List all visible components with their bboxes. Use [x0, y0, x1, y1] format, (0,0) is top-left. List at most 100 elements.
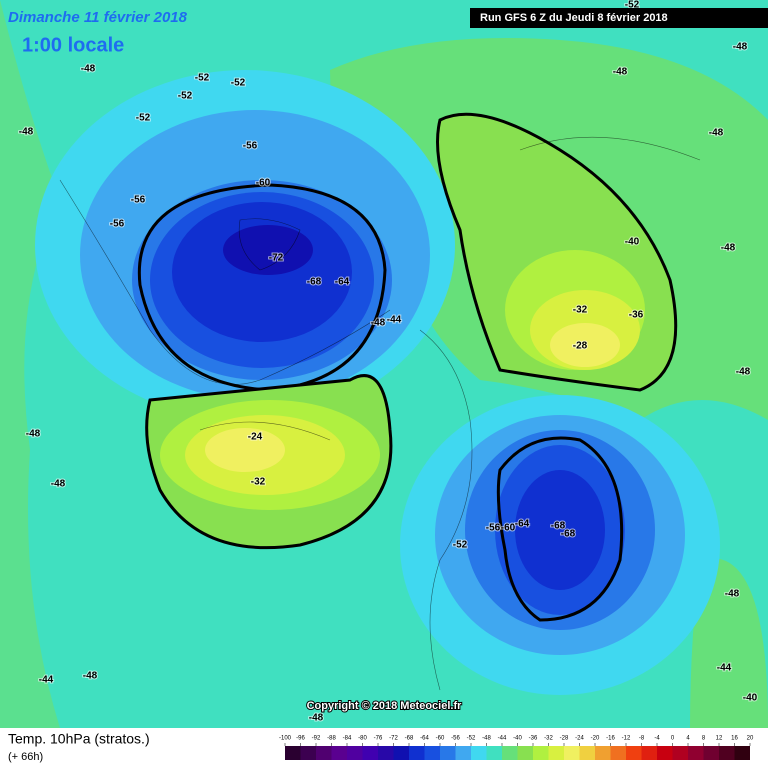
colorbar-swatch: [595, 746, 611, 760]
contour-label: -48: [19, 127, 34, 138]
contour-label: -48: [733, 42, 748, 53]
colorbar-tick-label: -12: [622, 736, 631, 742]
colorbar-tick-label: -84: [343, 736, 352, 742]
colorbar-tick-label: -100: [279, 736, 292, 742]
time: 1:00 locale: [22, 34, 124, 56]
contour-label: -52: [231, 78, 246, 89]
colorbar-tick-label: -48: [482, 736, 491, 742]
colorbar-swatch: [471, 746, 487, 760]
contour-label: -56: [131, 195, 146, 206]
contour-label: -48: [725, 589, 740, 600]
colorbar-tick-label: -44: [498, 736, 507, 742]
contour-label: -48: [709, 128, 724, 139]
colorbar-swatch: [548, 746, 564, 760]
contour-label: -44: [717, 663, 732, 674]
colorbar-swatch: [409, 746, 425, 760]
contour-label: -68: [551, 521, 566, 532]
colorbar-swatch: [719, 746, 735, 760]
contour-label: -36: [629, 310, 644, 321]
contour-label: -64: [515, 519, 530, 530]
contour-label: -60: [501, 523, 516, 534]
colorbar-tick-label: -16: [606, 736, 615, 742]
contour-label: -32: [251, 477, 266, 488]
colorbar-swatch: [440, 746, 456, 760]
colorbar-tick-label: -40: [513, 736, 522, 742]
colorbar-tick-label: 8: [702, 736, 706, 742]
colorbar-swatch: [316, 746, 332, 760]
colorbar-tick-label: -92: [312, 736, 321, 742]
contour-label: -52: [136, 113, 151, 124]
colorbar-swatch: [610, 746, 626, 760]
colorbar-swatch: [517, 746, 533, 760]
colorbar-tick-label: -88: [327, 736, 336, 742]
contour-label: -52: [625, 0, 640, 11]
colorbar-swatch: [734, 746, 750, 760]
colorbar-tick-label: -4: [654, 736, 660, 742]
colorbar: -100 -96 -92 -88 -84 -80 -76 -72 -68 -64 -60 -56 -52…: [279, 736, 754, 760]
colorbar-tick-label: -24: [575, 736, 584, 742]
contour-label: -48: [26, 429, 41, 440]
colorbar-tick-label: 12: [716, 736, 723, 742]
colorbar-swatch: [657, 746, 673, 760]
colorbar-swatch: [331, 746, 347, 760]
contour-label: -48: [309, 713, 324, 724]
colorbar-tick-label: -20: [591, 736, 600, 742]
colorbar-swatch: [424, 746, 440, 760]
colorbar-tick-label: 0: [671, 736, 675, 742]
contour-label: -72: [269, 253, 284, 264]
colorbar-tick-label: 16: [731, 736, 738, 742]
colorbar-swatch: [393, 746, 409, 760]
contour-label: -48: [736, 367, 751, 378]
run: Run GFS 6 Z du Jeudi 8 février 2018: [480, 12, 668, 24]
colorbar-tick-label: -8: [639, 736, 645, 742]
contour-label: -60: [256, 178, 271, 189]
contour-label: -52: [195, 73, 210, 84]
colorbar-swatch: [455, 746, 471, 760]
colorbar-tick-label: -64: [420, 736, 429, 742]
colorbar-swatch: [641, 746, 657, 760]
colorbar-tick-label: -52: [467, 736, 476, 742]
contour-label: -68: [561, 529, 576, 540]
colorbar-swatch: [564, 746, 580, 760]
contour-label: -52: [453, 540, 468, 551]
colorbar-swatch: [672, 746, 688, 760]
colorbar-swatch: [300, 746, 316, 760]
colorbar-tick-label: -76: [374, 736, 383, 742]
contour-label: -48: [83, 671, 98, 682]
colorbar-swatch: [579, 746, 595, 760]
contour-label: -48: [81, 64, 96, 75]
colorbar-tick-label: 20: [747, 736, 754, 742]
contour-label: -64: [335, 277, 350, 288]
contour-label: -56: [243, 141, 258, 152]
contour-label: -44: [387, 315, 402, 326]
temperature-field: [0, 0, 768, 728]
colorbar-tick-label: -56: [451, 736, 460, 742]
contour-label: -28: [573, 341, 588, 352]
contour-label: -40: [625, 237, 640, 248]
lead: (+ 66h): [8, 751, 43, 763]
contour-label: -40: [743, 693, 758, 704]
contour-label: -48: [51, 479, 66, 490]
colorbar-tick-label: 4: [686, 736, 690, 742]
colorbar-tick-label: -72: [389, 736, 398, 742]
contour-label: -52: [178, 91, 193, 102]
colorbar-swatch: [362, 746, 378, 760]
colorbar-swatch: [378, 746, 394, 760]
colorbar-swatch: [502, 746, 518, 760]
colorbar-swatch: [703, 746, 719, 760]
copyright: Copyright © 2018 Meteociel.fr: [307, 700, 463, 712]
variable: Temp. 10hPa (stratos.): [8, 731, 150, 747]
colorbar-tick-label: -32: [544, 736, 553, 742]
contour-label: -24: [248, 432, 263, 443]
colorbar-tick-label: -28: [560, 736, 569, 742]
contour-label: -56: [110, 219, 125, 230]
colorbar-swatch: [486, 746, 502, 760]
contour-label: -48: [721, 243, 736, 254]
colorbar-tick-label: -96: [296, 736, 305, 742]
colorbar-tick-label: -80: [358, 736, 367, 742]
colorbar-swatch: [626, 746, 642, 760]
contour-label: -32: [573, 305, 588, 316]
contour-label: -48: [371, 318, 386, 329]
colorbar-swatch: [285, 746, 301, 760]
